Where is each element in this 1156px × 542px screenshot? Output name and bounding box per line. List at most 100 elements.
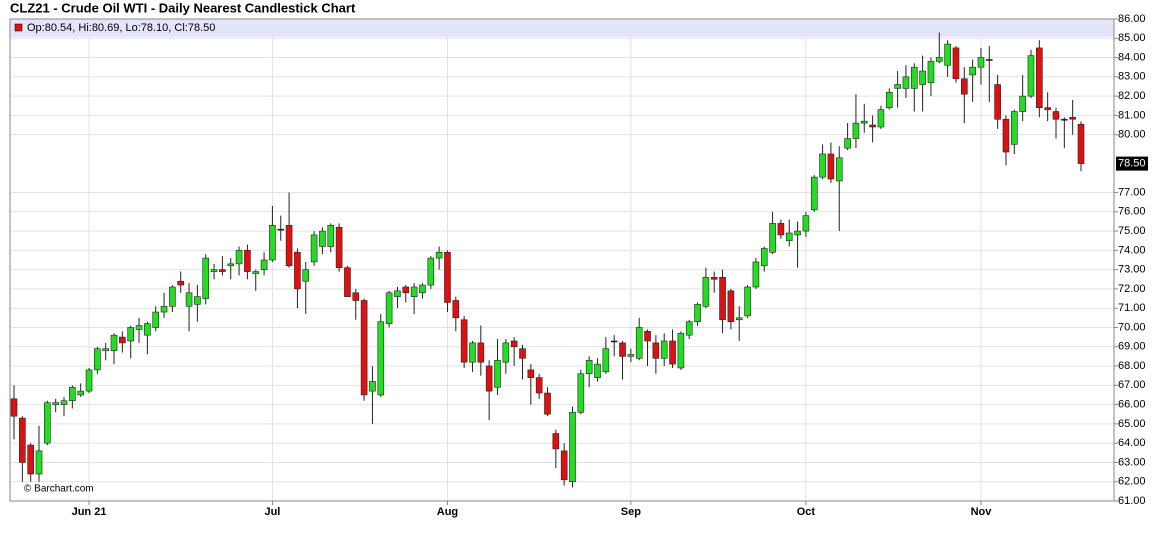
candle-body [369,381,376,392]
candle-body [210,269,218,272]
candle-body [1061,118,1068,121]
candle-body [802,215,810,232]
y-tick-label: 72.00 [1118,283,1146,295]
candle-body [352,292,360,301]
candle-body [327,224,335,247]
legend-swatch [14,23,23,32]
candle-body [260,259,268,270]
last-price-box [1116,156,1148,171]
y-tick-label: 65.00 [1118,418,1146,430]
candle-body [302,269,310,282]
candle-body [510,340,518,348]
candle-body [277,228,285,231]
candle-body [577,373,585,413]
y-tick-label: 66.00 [1118,399,1146,411]
y-tick-label: 84.00 [1118,51,1146,63]
x-tick-label: Jun 21 [72,506,107,518]
candle-body [519,348,526,359]
candle-body [610,340,618,343]
candle-body [544,392,551,415]
candle-body [494,359,501,388]
candle-body [569,412,576,483]
y-tick-label: 63.00 [1118,456,1146,468]
y-tick-label: 83.00 [1118,71,1146,83]
legend-text: Op:80.54, Hi:80.69, Lo:78.10, Cl:78.50 [27,22,215,34]
candle-body [1027,55,1035,97]
candle-body [552,433,560,450]
y-tick-label: 80.00 [1118,129,1146,141]
axis: 61.00 62.00 63.00 64.00 65.00 66.00 67.00 68.00… [72,13,1148,518]
y-tick-label: 71.00 [1118,302,1146,314]
y-tick-label: 62.00 [1118,476,1146,488]
candle-body [160,305,168,313]
candle-body [752,261,760,288]
candle-body [710,277,718,280]
candle-body [360,300,368,396]
candle-body [852,122,860,139]
candle-body [977,57,985,68]
candle-body [385,292,393,324]
y-tick-label: 70.00 [1118,321,1146,333]
y-tick-label: 75.00 [1118,225,1146,237]
candle-body [52,402,59,405]
candle-body [69,386,76,402]
candle-body [935,57,943,62]
candle-body [235,250,243,265]
candle-body [669,340,676,365]
candle-body [85,369,93,392]
candle-body [35,450,43,475]
candle-body [969,66,976,76]
candle-body [1044,107,1051,110]
candle-body [894,84,901,89]
candle-body [185,292,193,307]
candle-body [219,269,226,272]
y-tick-label: 61.00 [1118,495,1146,507]
candle-body [777,223,785,236]
candle-body [144,323,151,336]
candle-body [202,257,210,299]
legend-bar [10,19,1114,37]
candle-body [310,234,318,263]
candle-body [785,232,793,242]
candle-body [285,224,293,267]
candle-body [902,76,910,89]
candle-body [860,120,868,124]
candle-body [719,277,726,321]
candle-body [660,340,668,359]
candle-body [119,336,126,344]
candle-body [435,251,443,259]
candle-body [377,321,385,396]
candle-body [635,327,643,359]
candle-body [1019,95,1026,112]
candle-body [177,280,185,286]
x-tick-label: Jul [264,506,280,518]
candle-body [1052,111,1060,120]
candle-body [1002,118,1010,153]
candle-body [869,124,876,128]
y-tick-label: 76.00 [1118,206,1146,218]
candle-body [952,47,960,80]
candle-body [110,334,118,351]
candle-body [152,311,160,328]
y-tick-label: 77.00 [1118,186,1146,198]
x-tick-label: Oct [797,506,816,518]
candle-body [135,325,143,330]
y-tick-label: 74.00 [1118,244,1146,256]
candle-body [685,321,693,336]
candle-body [960,78,968,95]
candle-body [827,153,835,180]
x-tick-label: Nov [971,506,993,518]
y-tick-label: 85.00 [1118,32,1146,44]
candle-body [835,157,843,182]
candle-body [244,250,251,272]
candle-body [485,365,493,392]
candle-body [477,342,485,363]
grid [10,18,1114,502]
candle-body [444,251,451,303]
y-tick-label: 73.00 [1118,264,1146,276]
candle-body [760,248,768,267]
candle-body [10,398,18,417]
candle-body [1036,47,1043,108]
candle-body [619,342,626,357]
watermark: © Barchart.com [24,484,94,495]
